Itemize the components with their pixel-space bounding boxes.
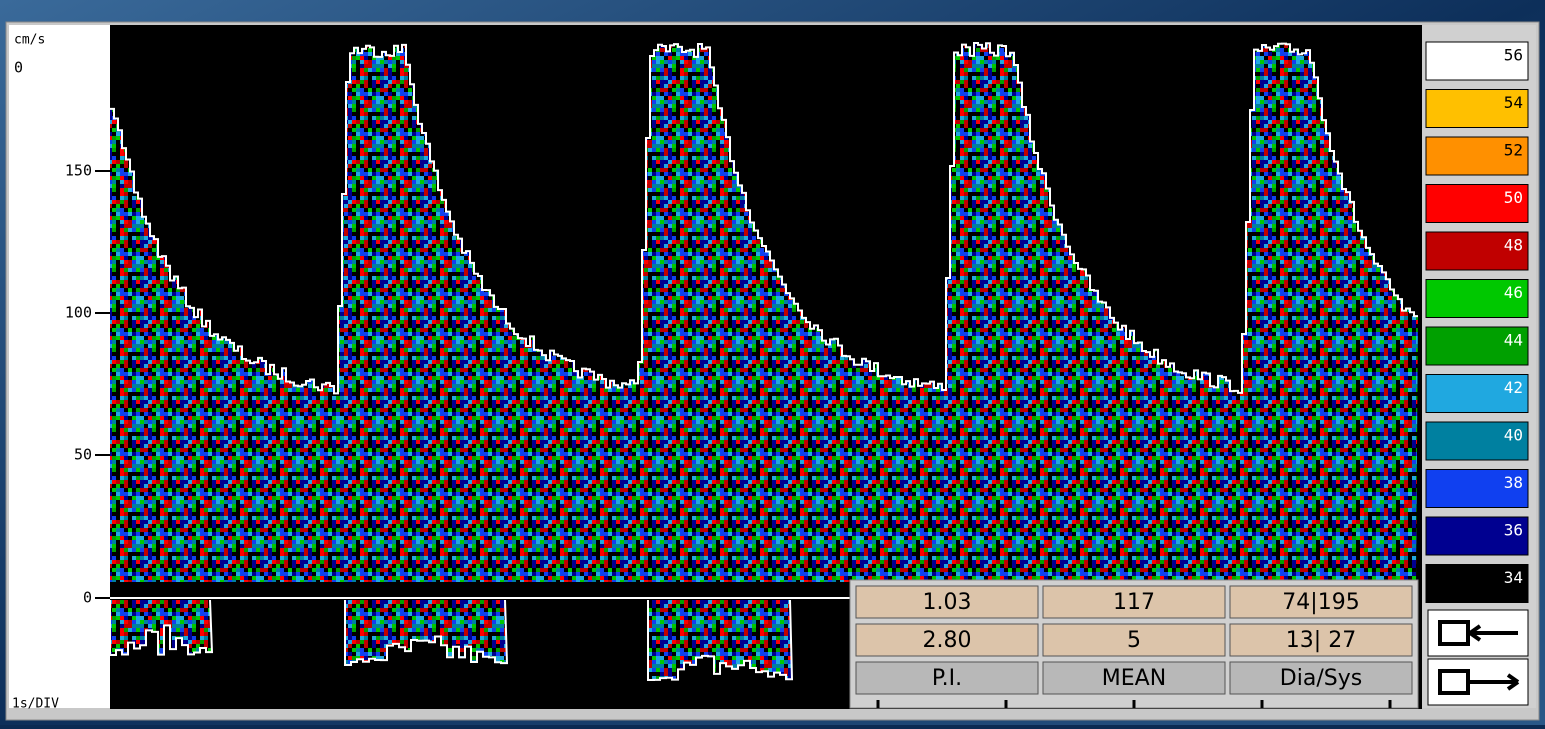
scale-swatch (1425, 564, 1529, 603)
reverse-flow-fill (345, 600, 507, 665)
table-cell (1042, 623, 1226, 657)
y-tick-label: 100 (65, 304, 92, 322)
table-cell (1042, 661, 1226, 695)
arrow-right-icon (1438, 669, 1520, 695)
table-text: 5 (1127, 628, 1141, 653)
scale-label: 42 (1504, 378, 1523, 397)
measurement-table: 1.03 117 74|195 2.80 5 13| 27 P.I. MEAN Dia/Sys (849, 579, 1419, 709)
y-tick-label: 150 (65, 162, 92, 180)
scale-swatch (1425, 41, 1529, 81)
table-cell (855, 585, 1039, 619)
x-axis-label: 1s/DIV (12, 697, 59, 712)
scale-swatch (1425, 89, 1529, 128)
table-text: 1.03 (923, 590, 972, 615)
scale-swatch (1425, 516, 1529, 556)
scale-label: 54 (1504, 93, 1523, 112)
table-text: 117 (1113, 590, 1155, 615)
scale-label: 38 (1504, 473, 1523, 492)
scale-swatch (1425, 136, 1529, 176)
table-text: 2.80 (923, 628, 972, 653)
envelope (110, 42, 1418, 395)
table-cell (855, 661, 1039, 695)
scale-swatch (1425, 279, 1529, 318)
top-label: 0 (14, 59, 23, 77)
scale-label: 36 (1504, 521, 1523, 540)
unit-label: cm/s (14, 33, 45, 48)
scale-label: 40 (1504, 426, 1523, 445)
table-cell (1229, 623, 1413, 657)
table-cell (1229, 661, 1413, 695)
scale-label: 46 (1504, 283, 1523, 302)
table-text: Dia/Sys (1280, 666, 1362, 691)
table-text: P.I. (932, 666, 962, 691)
scale-label: 56 (1504, 46, 1523, 65)
table-cell (855, 623, 1039, 657)
scale-swatch (1425, 374, 1529, 413)
axis-panel (9, 25, 110, 708)
reverse-flow-fill (648, 600, 792, 680)
table-cell (1229, 585, 1413, 619)
scale-swatch (1425, 231, 1529, 271)
table-text: MEAN (1102, 666, 1166, 691)
scale-label: 50 (1504, 188, 1523, 207)
scale-swatch (1425, 421, 1529, 461)
table-cell (1042, 585, 1226, 619)
reverse-flow-fill (110, 600, 212, 655)
table-text: 13| 27 (1286, 628, 1356, 653)
scale-label: 34 (1504, 568, 1523, 587)
scale-label: 52 (1504, 141, 1523, 160)
arrow-left-icon (1438, 620, 1518, 646)
reverse-flow-envelope (109, 599, 214, 656)
reverse-flow-envelope (344, 599, 509, 666)
y-tick-label: 50 (74, 446, 92, 464)
reverse-flow-envelope (647, 599, 794, 681)
table-text: 74|195 (1282, 590, 1359, 615)
scale-swatch (1425, 184, 1529, 223)
scale-label: 48 (1504, 236, 1523, 255)
scale-swatch (1425, 326, 1529, 366)
scale-label: 44 (1504, 331, 1523, 350)
y-tick-label: 0 (83, 589, 92, 607)
scale-swatch (1425, 469, 1529, 508)
